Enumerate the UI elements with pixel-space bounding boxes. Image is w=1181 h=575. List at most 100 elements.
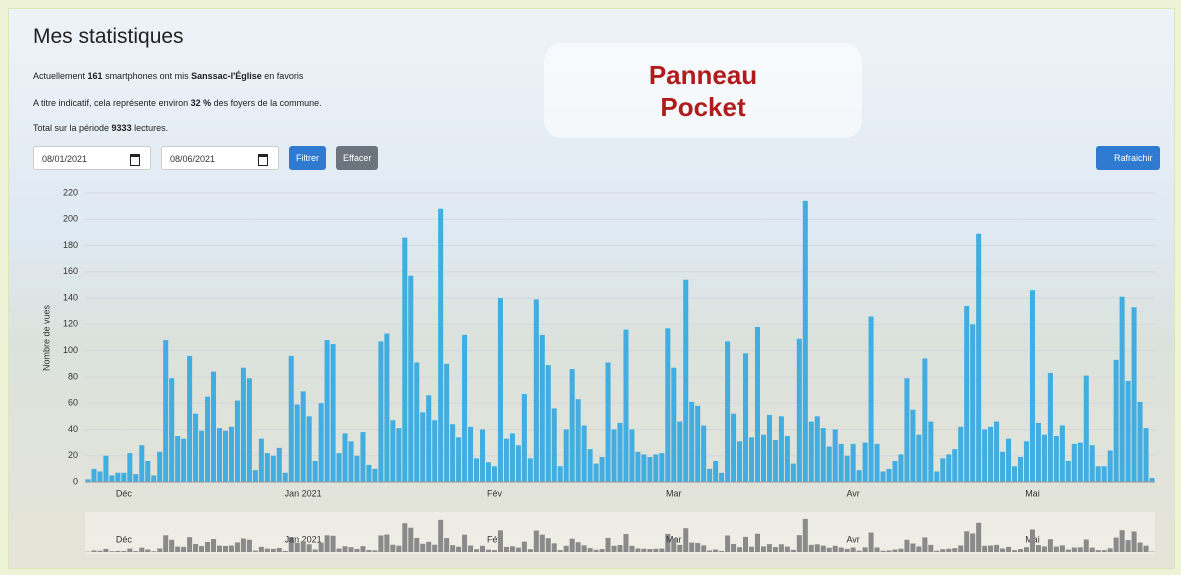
navigator-bar — [157, 548, 162, 552]
bar — [546, 365, 551, 482]
navigator-bar — [1048, 539, 1053, 552]
navigator-bar — [737, 547, 742, 552]
bar — [875, 444, 880, 482]
bar — [671, 368, 676, 482]
navigator-bar — [181, 547, 186, 552]
page: Mes statistiques Actuellement 161 smartp… — [0, 0, 1181, 575]
bar — [737, 441, 742, 482]
navigator-bar — [629, 546, 634, 552]
navigator-bar — [641, 549, 646, 552]
bar — [408, 276, 413, 482]
bar — [301, 391, 306, 482]
bar — [958, 427, 963, 482]
navigator-bar — [438, 520, 443, 552]
navigator-bar — [707, 550, 712, 552]
bar — [970, 324, 975, 482]
navigator-bar — [522, 542, 527, 552]
navigator-bar — [851, 548, 856, 552]
bar — [235, 401, 240, 482]
bar — [307, 416, 312, 482]
bar — [432, 420, 437, 482]
navigator-bar — [378, 535, 383, 552]
bar — [1138, 402, 1143, 482]
navigator-bar — [516, 548, 521, 552]
bar — [1102, 466, 1107, 482]
bar — [558, 466, 563, 482]
navigator-bar — [952, 548, 957, 552]
bar — [934, 471, 939, 482]
navigator-bar — [994, 545, 999, 552]
navigator-bar — [205, 542, 210, 552]
navigator-bar — [247, 540, 252, 552]
navigator-bar — [922, 537, 927, 552]
navigator-bar — [1030, 529, 1035, 552]
bar — [827, 447, 832, 482]
bar — [922, 359, 927, 482]
y-tick-label: 80 — [68, 371, 78, 381]
y-tick-label: 40 — [68, 424, 78, 434]
navigator-bar — [982, 546, 987, 552]
bar — [343, 433, 348, 482]
bar — [1060, 426, 1065, 482]
bar — [594, 464, 599, 482]
navigator-bar — [223, 546, 228, 552]
navigator-bar — [617, 545, 622, 552]
navigator-bar — [241, 539, 246, 552]
bar — [283, 473, 288, 482]
bar — [863, 443, 868, 482]
bar — [576, 399, 581, 482]
navigator-bar — [414, 538, 419, 552]
navigator-bar — [103, 549, 108, 552]
navigator-label: Déc — [116, 534, 133, 544]
y-tick-label: 20 — [68, 450, 78, 460]
y-tick-label: 120 — [63, 319, 78, 329]
navigator-label: Avr — [846, 534, 859, 544]
navigator-bar — [803, 519, 808, 552]
bar — [271, 456, 276, 482]
navigator-bar — [307, 544, 312, 552]
navigator-bar — [815, 544, 820, 552]
chart: Nombre de vues 0204060801001201401601802… — [0, 0, 1181, 575]
bar — [354, 456, 359, 482]
navigator-bar — [857, 551, 862, 552]
navigator-bar — [319, 543, 324, 552]
bar — [133, 474, 138, 482]
bar — [492, 466, 497, 482]
bar — [815, 416, 820, 482]
bar — [988, 427, 993, 482]
navigator-bar — [115, 551, 120, 552]
navigator-bar — [761, 546, 766, 552]
navigator-bar — [277, 548, 282, 552]
bar — [444, 364, 449, 482]
bar — [241, 368, 246, 482]
bar — [1078, 443, 1083, 482]
navigator-bar — [647, 549, 652, 552]
navigator-bar — [1012, 550, 1017, 552]
bar — [952, 449, 957, 482]
bar — [528, 458, 533, 482]
bar — [540, 335, 545, 482]
bar — [498, 298, 503, 482]
x-tick-label: Déc — [116, 488, 133, 498]
bar — [103, 456, 108, 482]
bar — [635, 452, 640, 482]
bar — [462, 335, 467, 482]
navigator-bar — [259, 547, 264, 552]
bar — [755, 327, 760, 482]
bar — [659, 453, 664, 482]
bar — [438, 209, 443, 482]
bar — [325, 340, 330, 482]
bar — [773, 440, 778, 482]
bar — [946, 454, 951, 482]
navigator-bar — [301, 541, 306, 552]
bar — [1036, 423, 1041, 482]
bar — [653, 454, 658, 482]
navigator-bar — [163, 535, 168, 552]
navigator-bar — [767, 544, 772, 552]
navigator-bar — [671, 539, 676, 552]
bar — [109, 475, 114, 482]
bar — [731, 414, 736, 482]
bar — [253, 470, 258, 482]
bar — [414, 362, 419, 482]
bar — [187, 356, 192, 482]
